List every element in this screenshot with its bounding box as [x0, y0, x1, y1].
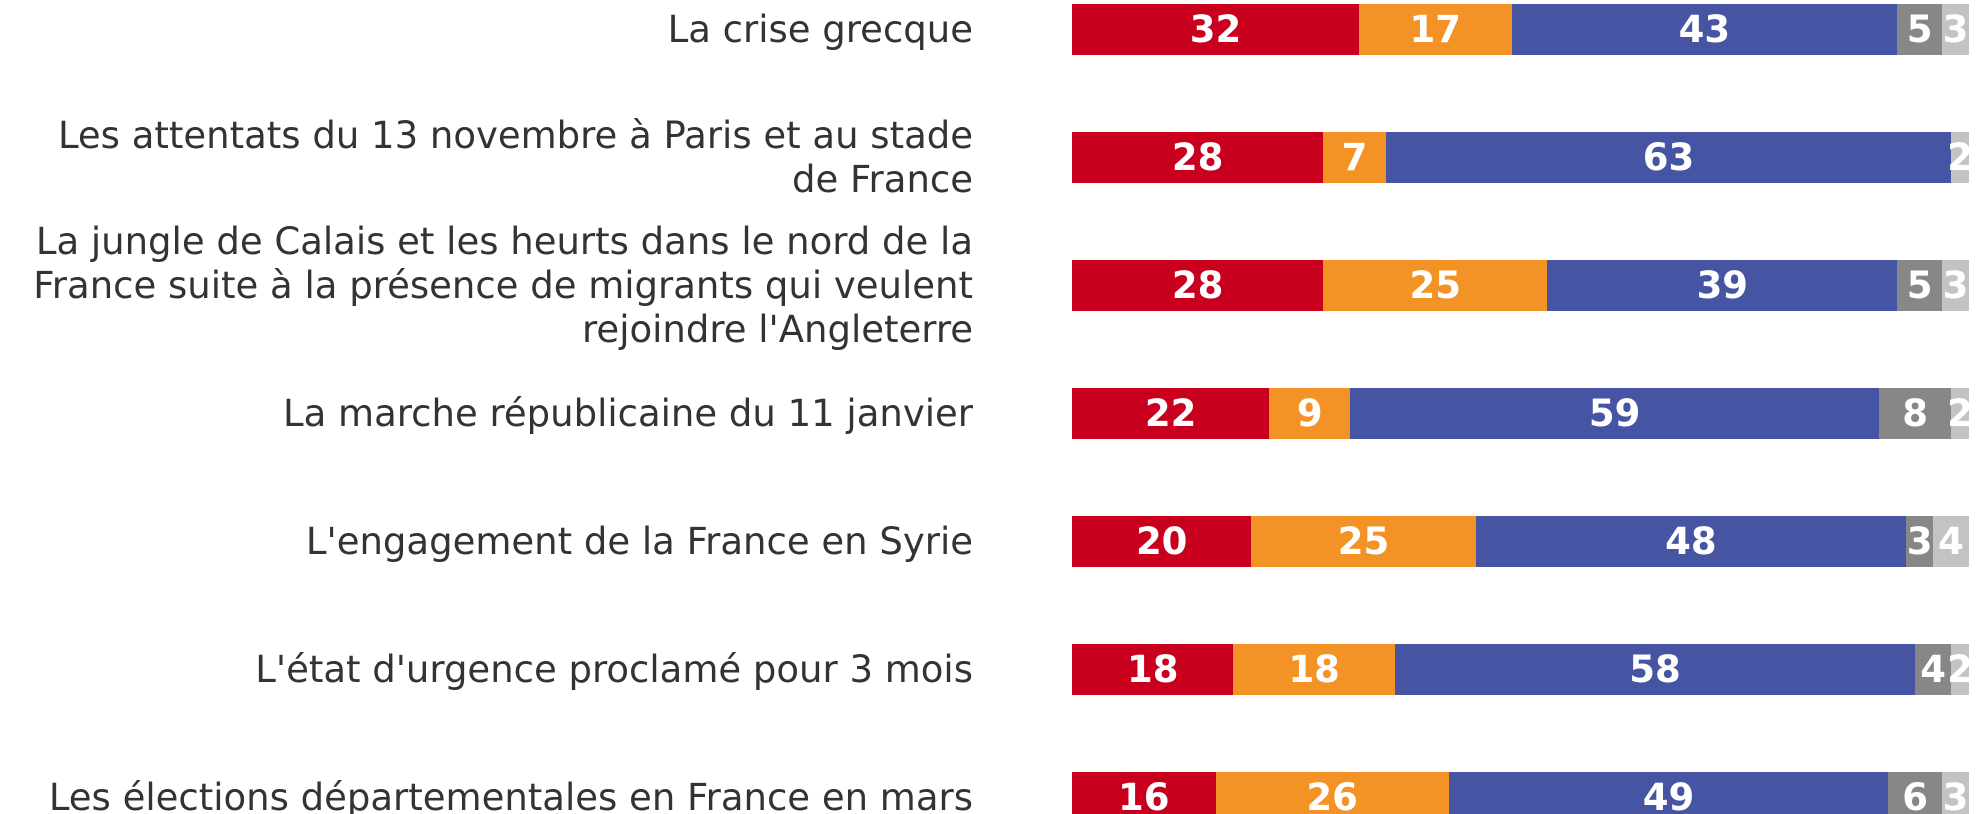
bar-segment — [1915, 644, 1952, 695]
bar-segment — [1942, 4, 1969, 55]
value-label: 7 — [1341, 136, 1368, 179]
bar-segment — [1251, 516, 1476, 567]
value-label: 3 — [1942, 776, 1969, 814]
category-label: La jungle de Calais et les heurts dans l… — [33, 219, 973, 351]
bar-segment — [1511, 4, 1898, 55]
value-label: 2 — [1947, 392, 1973, 435]
bar-segment — [1323, 132, 1386, 183]
value-label: 6 — [1902, 776, 1929, 814]
value-label: 18 — [1126, 648, 1179, 691]
value-label: 28 — [1171, 136, 1224, 179]
value-label: 32 — [1189, 8, 1242, 51]
bar-segment — [1933, 516, 1969, 567]
value-label: 22 — [1144, 392, 1197, 435]
value-label: 58 — [1629, 648, 1681, 691]
value-label: 3 — [1942, 264, 1969, 307]
value-label: 2 — [1947, 136, 1973, 179]
bar-segment — [1951, 388, 1969, 439]
category-label: L'engagement de la France en Syrie — [305, 519, 973, 563]
bar-segment — [1385, 132, 1952, 183]
category-label: Les attentats du 13 novembre à Paris et … — [57, 113, 973, 201]
bar-segment — [1888, 772, 1943, 814]
value-label: 5 — [1906, 264, 1933, 307]
bar-segment — [1072, 260, 1324, 311]
value-label: 3 — [1906, 520, 1933, 563]
bar-segment — [1359, 4, 1512, 55]
bar-segment — [1906, 516, 1934, 567]
value-label: 16 — [1118, 776, 1170, 814]
value-label: 39 — [1696, 264, 1749, 307]
bar-segment — [1323, 260, 1548, 311]
bar-segment — [1547, 260, 1898, 311]
value-label: 48 — [1665, 520, 1717, 563]
value-label: 43 — [1678, 8, 1731, 51]
value-label: 2 — [1947, 648, 1973, 691]
bar-segment — [1072, 772, 1216, 814]
bar-segment — [1072, 132, 1324, 183]
value-label: 25 — [1337, 520, 1390, 563]
value-label: 63 — [1642, 136, 1695, 179]
value-label: 8 — [1902, 392, 1929, 435]
category-label: L'état d'urgence proclamé pour 3 mois — [255, 647, 973, 691]
bar-segment — [1879, 388, 1952, 439]
category-label: La marche républicaine du 11 janvier — [283, 391, 973, 435]
bar-segment — [1475, 516, 1907, 567]
bar-segment — [1951, 644, 1969, 695]
bar-segment — [1394, 644, 1916, 695]
value-label: 4 — [1938, 520, 1964, 563]
bar-segment — [1233, 644, 1395, 695]
bar-segment — [1942, 772, 1969, 814]
value-label: 4 — [1920, 648, 1946, 691]
value-label: 28 — [1171, 264, 1224, 307]
bar-segment — [1269, 388, 1351, 439]
bar-segment — [1942, 260, 1969, 311]
value-label: 25 — [1409, 264, 1462, 307]
bar-segment — [1072, 644, 1234, 695]
bar-segment — [1350, 388, 1880, 439]
value-label: 5 — [1906, 8, 1933, 51]
bar-segment — [1215, 772, 1449, 814]
bar-segment — [1448, 772, 1889, 814]
value-label: 18 — [1288, 648, 1340, 691]
category-label: La crise grecque — [667, 7, 973, 51]
bar-segment — [1951, 132, 1969, 183]
bar-segment — [1072, 388, 1270, 439]
bar-segment — [1897, 4, 1943, 55]
bar-segment — [1072, 4, 1360, 55]
value-label: 26 — [1306, 776, 1358, 814]
value-label: 9 — [1296, 392, 1323, 435]
value-label: 17 — [1409, 8, 1462, 51]
category-label: Les élections départementales en France … — [48, 775, 973, 814]
value-label: 20 — [1135, 520, 1188, 563]
value-label: 59 — [1588, 392, 1641, 435]
value-label: 3 — [1942, 8, 1969, 51]
bar-segment — [1072, 516, 1252, 567]
bar-segment — [1897, 260, 1943, 311]
value-label: 49 — [1642, 776, 1695, 814]
